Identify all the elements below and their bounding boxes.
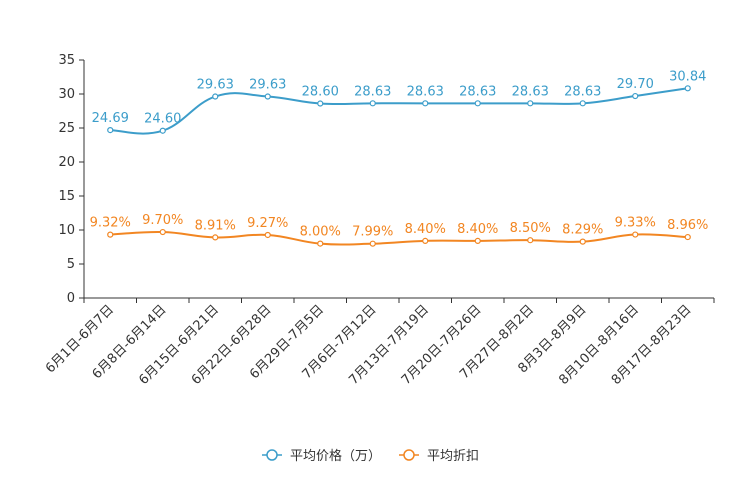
legend-label: 平均价格（万）	[290, 448, 381, 464]
series-1-point	[579, 238, 586, 245]
series-1-data-label: 8.91%	[195, 218, 236, 233]
series-0-data-label: 29.63	[249, 78, 286, 93]
series-0-point	[422, 100, 429, 107]
series-0-point	[264, 93, 271, 100]
series-1-point	[369, 240, 376, 247]
series-0-point	[107, 127, 114, 134]
series-1-point	[684, 233, 691, 241]
series-0-point	[159, 127, 166, 134]
series-1-data-label: 9.27%	[247, 216, 288, 231]
series-0-data-label: 28.63	[459, 84, 496, 99]
series-0-data-label: 24.69	[92, 111, 129, 126]
series-1-point	[159, 228, 166, 236]
series-0-point	[632, 92, 639, 100]
series-0-data-label: 28.63	[512, 84, 549, 99]
series-0-point	[212, 93, 219, 100]
series-1-point	[212, 234, 219, 241]
y-tick-label: 35	[58, 53, 75, 68]
series-0-point	[474, 100, 481, 107]
y-tick-label: 5	[67, 257, 75, 272]
series-1-data-label: 9.32%	[90, 216, 131, 231]
legend-swatch-marker	[403, 449, 415, 461]
series-0-data-label: 28.60	[302, 85, 339, 100]
series-0-data-label: 30.84	[669, 69, 706, 84]
legend-label: 平均折扣	[427, 449, 479, 464]
series-1-point	[474, 237, 481, 244]
series-1-point	[264, 231, 271, 239]
series-1-data-label: 8.00%	[300, 225, 341, 240]
series-0-data-label: 29.63	[197, 78, 234, 93]
series-line-0	[110, 87, 688, 135]
series-1-point	[422, 237, 429, 244]
series-1-point	[527, 237, 534, 244]
series-1-point	[632, 231, 639, 238]
series-1-data-label: 9.33%	[615, 216, 656, 231]
series-1-data-label: 8.40%	[457, 222, 498, 237]
series-0-data-label: 28.63	[354, 84, 391, 99]
series-1-data-label: 9.70%	[142, 213, 183, 228]
y-tick-label: 25	[58, 121, 75, 136]
series-0-data-label: 29.70	[617, 77, 654, 92]
series-0-point	[579, 100, 586, 107]
y-tick-label: 15	[58, 189, 75, 204]
series-1-data-label: 8.96%	[667, 218, 708, 233]
series-0-point	[369, 100, 376, 107]
series-0-point	[527, 100, 534, 107]
y-tick-label: 20	[58, 155, 75, 170]
series-line-1	[110, 230, 688, 246]
series-1-data-label: 7.99%	[352, 225, 393, 240]
series-1-point	[317, 240, 324, 247]
legend-swatch-marker	[266, 449, 278, 461]
y-tick-label: 10	[58, 223, 75, 238]
series-1-point	[107, 231, 114, 238]
y-tick-label: 30	[58, 87, 75, 102]
series-1-data-label: 8.29%	[562, 223, 603, 238]
series-1-data-label: 8.40%	[405, 222, 446, 237]
y-tick-label: 0	[67, 291, 75, 306]
series-1-data-label: 8.50%	[510, 221, 551, 236]
series-0-data-label: 28.63	[564, 84, 601, 99]
series-0-data-label: 28.63	[407, 84, 444, 99]
series-0-point	[684, 85, 691, 92]
series-0-data-label: 24.60	[144, 112, 181, 127]
series-0-point	[317, 100, 324, 107]
